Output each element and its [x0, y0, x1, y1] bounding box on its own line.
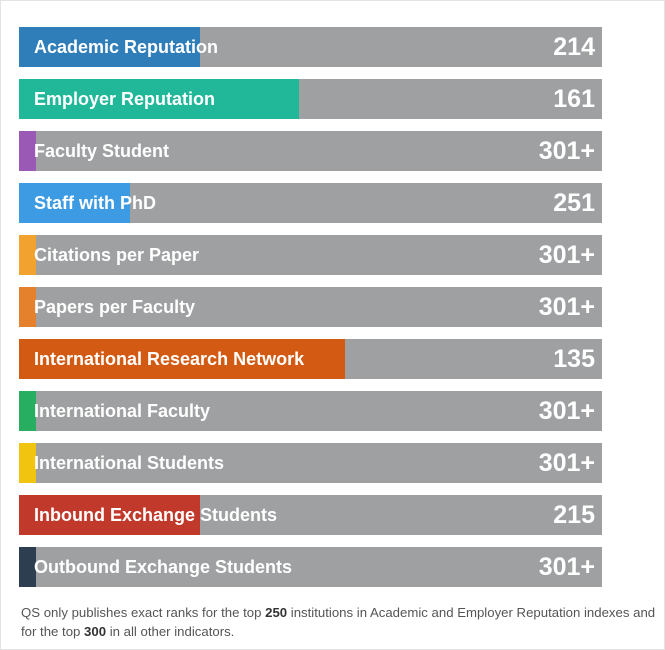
indicator-bar-fill [19, 131, 37, 171]
indicator-label: Outbound Exchange Students [34, 557, 293, 577]
indicator-row: Staff with PhD 251 [19, 183, 602, 223]
indicator-bar-fill [19, 443, 37, 483]
indicator-label: International Students [34, 453, 225, 473]
indicator-rank-value: 301+ [538, 449, 595, 477]
indicator-rank-value: 251 [553, 189, 595, 217]
indicator-rank-value: 135 [553, 345, 595, 373]
indicator-row: Employer Reputation 161 [19, 79, 602, 119]
indicator-row: International Faculty 301+ [19, 391, 602, 431]
footnote-text-2: institutions in Academic and Employer Re… [21, 605, 656, 639]
indicator-label: Staff with PhD [34, 193, 156, 213]
indicator-row: International Students 301+ [19, 443, 602, 483]
indicator-bar-fill [19, 391, 37, 431]
indicator-rank-value: 301+ [538, 241, 595, 269]
indicator-label: Inbound Exchange Students [34, 505, 278, 525]
footnote-text-1: QS only publishes exact ranks for the to… [21, 605, 266, 620]
indicator-row: Academic Reputation 214 [19, 27, 602, 67]
footnote-number-1: 250 [265, 605, 288, 620]
indicator-label: Employer Reputation [34, 89, 216, 109]
indicator-row: Papers per Faculty 301+ [19, 287, 602, 327]
footnote-number-2: 300 [84, 624, 107, 639]
indicator-label: Academic Reputation [34, 37, 219, 57]
indicator-bar-fill [19, 235, 37, 275]
indicator-bar-fill [19, 495, 200, 535]
indicator-rank-value: 301+ [538, 137, 595, 165]
indicator-label: International Research Network [34, 349, 305, 369]
footnote-text-3: in all other indicators. [106, 624, 235, 639]
indicator-rank-value: 214 [553, 33, 595, 61]
indicator-label: Faculty Student [34, 141, 170, 161]
indicator-rank-value: 215 [553, 501, 595, 529]
indicator-label: Citations per Paper [34, 245, 200, 265]
indicator-bar-fill [19, 339, 346, 379]
indicator-row: Faculty Student 301+ [19, 131, 602, 171]
indicator-label: International Faculty [34, 401, 211, 421]
indicator-rank-value: 161 [553, 85, 595, 113]
indicator-rank-value: 301+ [538, 397, 595, 425]
indicator-bar-fill [19, 27, 200, 67]
indicator-bar-fill [19, 79, 299, 119]
indicator-row: International Research Network 135 [19, 339, 602, 379]
indicator-row: Citations per Paper 301+ [19, 235, 602, 275]
indicator-bar-fill [19, 547, 37, 587]
indicator-row: Outbound Exchange Students 301+ [19, 547, 602, 587]
indicator-label: Papers per Faculty [34, 297, 196, 317]
indicator-bar-fill [19, 183, 130, 223]
indicator-bars: Academic Reputation 214 Employer Reputatio… [19, 27, 602, 599]
footnote: QS only publishes exact ranks for the to… [21, 603, 661, 641]
indicator-bar-fill [19, 287, 37, 327]
indicator-row: Inbound Exchange Students 215 [19, 495, 602, 535]
indicator-rank-value: 301+ [538, 553, 595, 581]
indicator-rank-value: 301+ [538, 293, 595, 321]
